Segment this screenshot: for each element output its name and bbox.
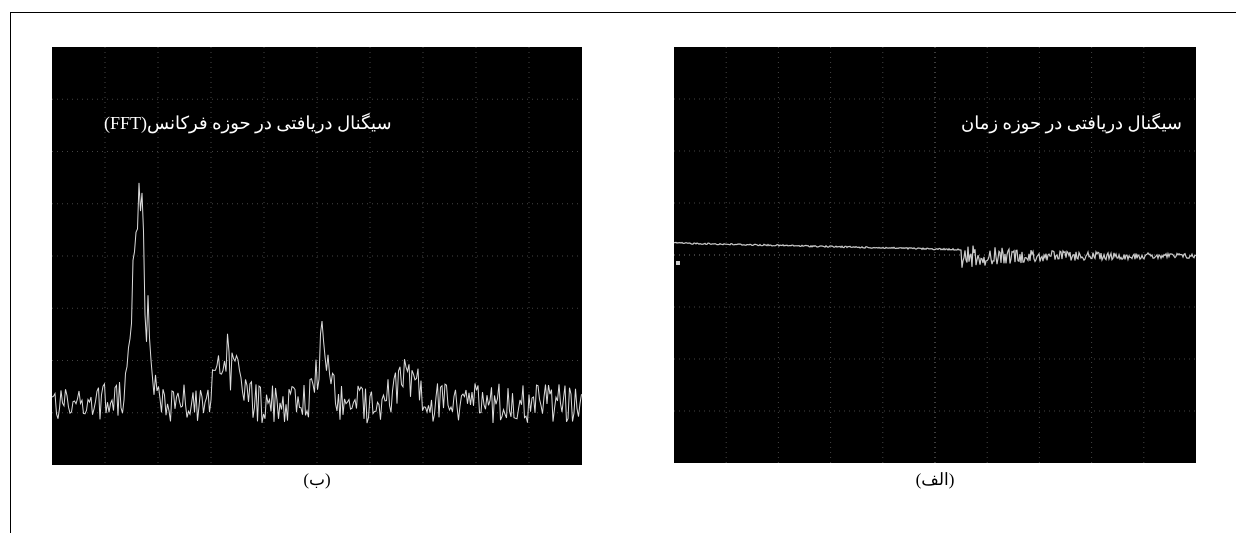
time-plot [674,47,1196,463]
panel-caption: (ب) [257,470,377,490]
fft-screen: سیگنال دریافتی در حوزه فرکانس(FFT) [52,47,582,465]
page: سیگنال دریافتی در حوزه فرکانس(FFT) (ب) س… [0,0,1236,521]
panel-caption: (الف) [875,470,995,490]
time-screen: سیگنال دریافتی در حوزه زمان [674,47,1196,463]
panel-label: سیگنال دریافتی در حوزه فرکانس(FFT) [104,113,392,134]
fft-plot [52,47,582,465]
panel-label: سیگنال دریافتی در حوزه زمان [961,113,1182,134]
trigger-marker [676,261,680,265]
